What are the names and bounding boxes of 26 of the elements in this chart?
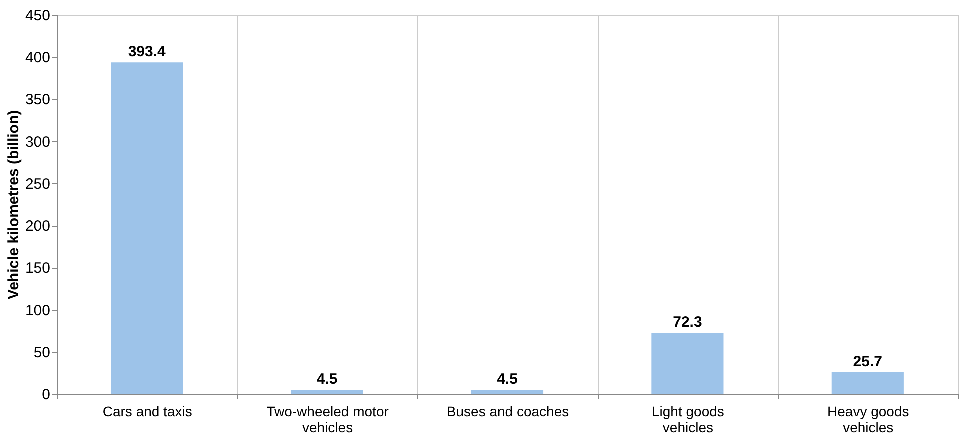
bar [471,390,544,394]
bar [111,62,184,394]
bar [291,390,364,394]
y-tick-label: 350 [25,92,50,109]
y-tick-label: 200 [25,218,50,236]
y-tick-label: 100 [25,302,50,320]
x-tick-label: Two-wheeled motor vehicles [266,404,390,436]
bar [832,372,904,394]
y-tick-label: 150 [25,260,50,278]
x-tick-label: Buses and coaches [446,404,570,420]
y-tick-label: 0 [42,386,50,404]
data-label: 393.4 [128,44,167,61]
data-label: 4.5 [316,371,338,388]
y-tick-label: 400 [25,50,50,67]
x-tick-label: Light goods vehicles [652,404,724,436]
y-tick-label: 250 [25,176,50,193]
y-tick-label: 300 [25,134,50,151]
y-tick-label: 450 [25,8,50,24]
bar [652,333,724,394]
y-axis-title: Vehicle kilometres (billion) [5,110,22,300]
data-label: 4.5 [497,371,518,388]
data-label: 25.7 [853,353,882,370]
data-label: 72.3 [673,314,702,332]
x-tick-label: Cars and taxis [102,404,192,420]
y-tick-label: 50 [34,344,50,362]
x-tick-label: Heavy goods vehicles [828,404,910,436]
